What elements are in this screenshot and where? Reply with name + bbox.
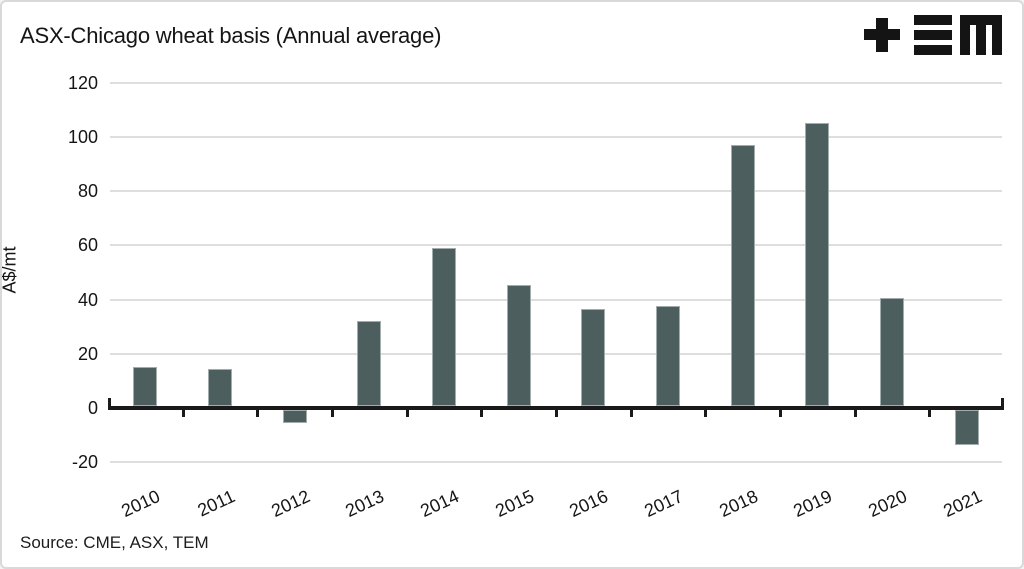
y-tick-label-60: 60 [77, 235, 98, 256]
x-axis-tick [928, 406, 932, 417]
bar-2015 [506, 284, 531, 406]
bar-2014 [432, 247, 456, 406]
x-axis-left-cap [108, 398, 111, 408]
x-axis-tick [629, 406, 633, 417]
y-tick-label-40: 40 [77, 289, 98, 310]
y-tick-label-120: 120 [67, 72, 98, 93]
gridline-100 [110, 135, 1002, 138]
gridline-80 [110, 190, 1002, 193]
gridline-20 [110, 352, 1002, 355]
x-axis-tick [853, 406, 857, 417]
bar-2012 [282, 410, 307, 423]
bar-2019 [805, 123, 830, 406]
bar-2016 [581, 309, 606, 406]
x-axis-tick [555, 406, 558, 417]
tem-logo-icon [864, 15, 1002, 55]
y-tick-label--20: -20 [71, 452, 98, 473]
gridline-60 [110, 244, 1002, 247]
bar-2020 [880, 298, 904, 406]
gridline--20 [110, 461, 1002, 464]
bar-2010 [133, 367, 158, 406]
bar-2021 [954, 410, 979, 445]
source-note: Source: CME, ASX, TEM [20, 533, 209, 552]
gridline-120 [110, 81, 1002, 84]
x-axis-tick [405, 406, 409, 417]
bar-2013 [357, 321, 382, 406]
x-axis-tick [256, 406, 260, 417]
x-axis-right-cap [1001, 398, 1004, 408]
y-tick-label-0: 0 [87, 398, 98, 418]
y-tick-label-80: 80 [77, 181, 98, 202]
bar-2017 [656, 306, 680, 406]
x-axis-tick [181, 406, 185, 417]
bar-2011 [208, 368, 232, 406]
x-axis-tick [331, 406, 334, 417]
chart-title: ASX-Chicago wheat basis (Annual average) [20, 23, 442, 48]
y-tick-label-100: 100 [67, 126, 98, 147]
gridline-40 [110, 298, 1002, 301]
bar-2018 [730, 144, 755, 406]
x-axis-tick [480, 406, 484, 417]
y-tick-label-20: 20 [77, 343, 98, 364]
x-axis-tick [704, 406, 708, 417]
x-axis-tick [779, 406, 782, 417]
